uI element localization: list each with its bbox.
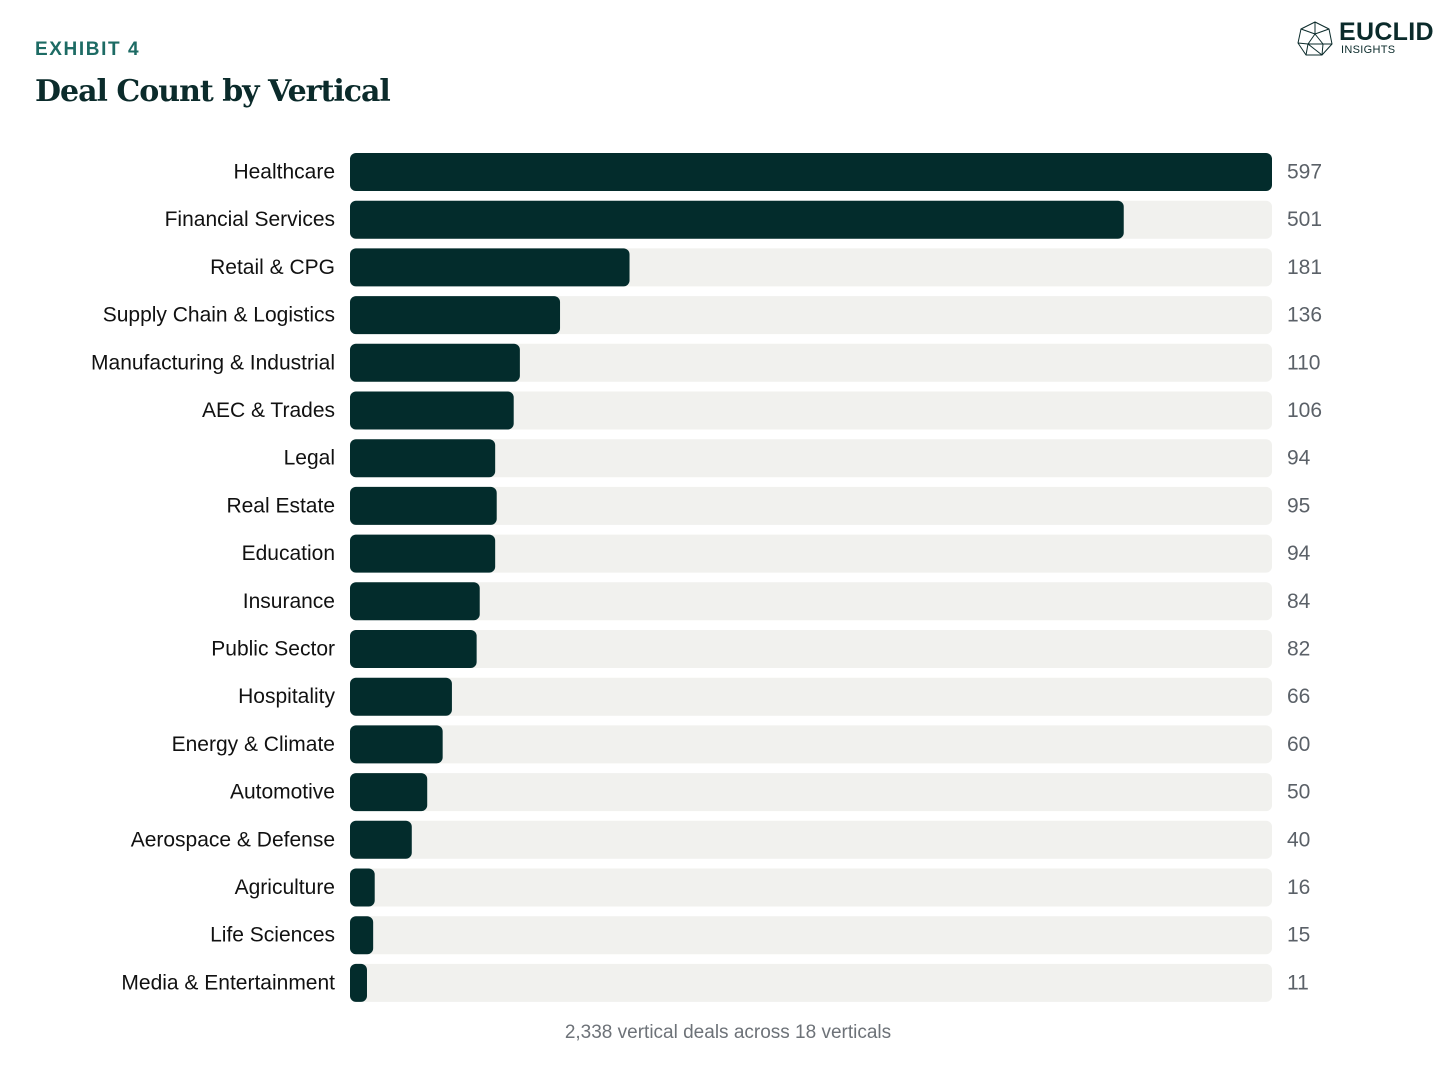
value-label: 106: [1287, 399, 1322, 422]
bar: [350, 916, 374, 955]
bar: [350, 534, 496, 573]
value-label: 11: [1287, 971, 1309, 994]
value-label: 95: [1287, 494, 1310, 517]
category-label: Real Estate: [226, 494, 335, 517]
value-label: 84: [1287, 590, 1311, 613]
bar-track: [350, 630, 1272, 668]
category-label: Supply Chain & Logistics: [103, 304, 335, 327]
category-label: Hospitality: [238, 685, 335, 708]
chart-footnote: 2,338 vertical deals across 18 verticals: [564, 1022, 892, 1043]
bar: [350, 486, 497, 525]
bar: [350, 820, 412, 859]
category-label: Energy & Climate: [172, 733, 335, 756]
value-label: 66: [1287, 685, 1310, 708]
logo-subtitle: INSIGHTS: [1341, 44, 1396, 56]
bar-track: [350, 296, 1272, 335]
bar-track: [350, 534, 1272, 573]
bar: [350, 630, 477, 668]
bar-track: [350, 773, 1272, 812]
bar: [350, 868, 375, 907]
bar: [350, 153, 1272, 191]
bar: [350, 677, 452, 716]
exhibit-label: EXHIBIT 4: [35, 39, 141, 60]
bar-track: [350, 486, 1272, 525]
category-label: Insurance: [243, 590, 335, 613]
category-label: Financial Services: [165, 208, 335, 231]
value-label: 50: [1287, 781, 1310, 804]
bar: [350, 296, 561, 335]
category-label: Education: [242, 542, 335, 565]
bar: [350, 248, 630, 287]
category-label: Media & Entertainment: [121, 971, 335, 994]
bar-track: [350, 820, 1272, 859]
category-label: Aerospace & Defense: [131, 828, 335, 851]
value-label: 16: [1287, 876, 1310, 899]
value-label: 501: [1287, 208, 1322, 231]
value-label: 110: [1287, 351, 1320, 374]
bar-track: [350, 963, 1272, 1002]
bar-track: [350, 391, 1272, 430]
bar: [350, 439, 496, 478]
chart-title: Deal Count by Vertical: [35, 74, 391, 109]
value-label: 597: [1287, 161, 1322, 184]
category-label: Healthcare: [233, 161, 335, 184]
value-label: 94: [1287, 542, 1311, 565]
brand-logo: EUCLID INSIGHTS: [1296, 18, 1436, 60]
bar-track: [350, 582, 1272, 621]
value-label: 40: [1287, 828, 1310, 851]
bar-track: [350, 677, 1272, 716]
bar: [350, 391, 514, 430]
bar-track: [350, 343, 1272, 382]
bar: [350, 773, 428, 812]
category-label: Legal: [284, 447, 335, 470]
logo-wordmark: EUCLID: [1339, 18, 1434, 46]
value-label: 60: [1287, 733, 1310, 756]
category-label: Public Sector: [211, 638, 335, 661]
category-label: AEC & Trades: [202, 399, 335, 422]
polyhedron-logo-icon: [1297, 21, 1333, 56]
bar-track: [350, 868, 1272, 907]
category-label: Retail & CPG: [210, 256, 335, 279]
category-label: Agriculture: [235, 876, 335, 899]
category-label: Automotive: [230, 781, 335, 804]
bar-track: [350, 725, 1272, 764]
bar: [350, 200, 1124, 239]
value-label: 136: [1287, 304, 1322, 327]
value-label: 94: [1287, 447, 1311, 470]
bar: [350, 963, 367, 1002]
bar-track: [350, 439, 1272, 478]
category-label: Life Sciences: [210, 924, 335, 947]
value-label: 82: [1287, 638, 1310, 661]
category-label: Manufacturing & Industrial: [91, 351, 335, 374]
bar-track: [350, 916, 1272, 955]
bar: [350, 725, 443, 764]
bar: [350, 582, 480, 621]
value-label: 15: [1287, 924, 1310, 947]
bar: [350, 343, 520, 382]
value-label: 181: [1287, 256, 1322, 279]
